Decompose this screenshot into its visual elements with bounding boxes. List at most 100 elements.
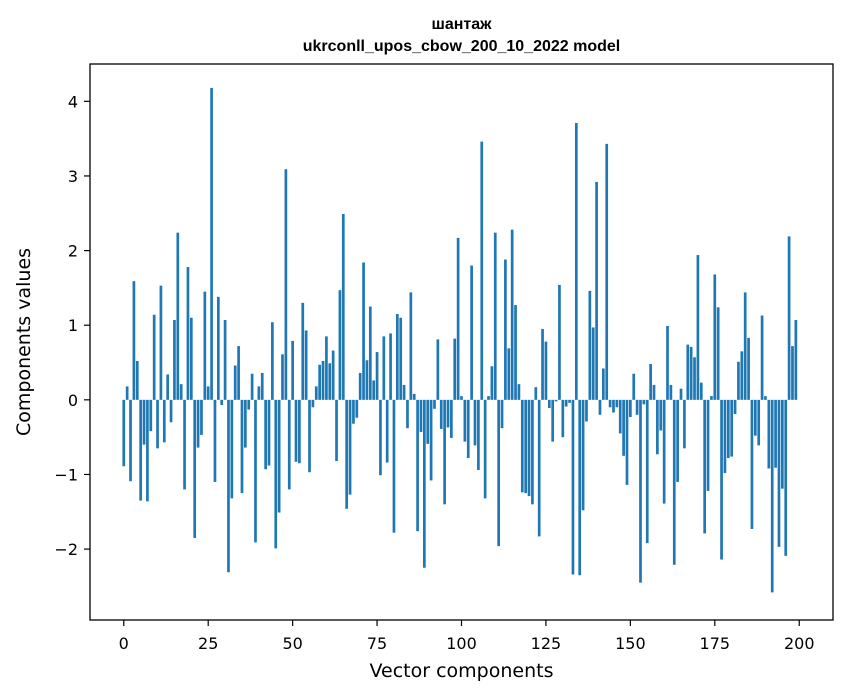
- bar: [341, 214, 345, 400]
- bar: [450, 399, 453, 438]
- bar: [659, 399, 663, 431]
- bar: [379, 399, 382, 476]
- bar: [639, 399, 642, 583]
- y-tick-label: −2: [54, 540, 78, 559]
- bar: [487, 396, 490, 400]
- bar: [750, 399, 754, 529]
- bar: [713, 274, 717, 400]
- bar: [679, 388, 683, 400]
- bar: [298, 399, 301, 464]
- bar: [568, 399, 571, 403]
- bar: [179, 384, 183, 400]
- bar: [757, 399, 761, 446]
- bar: [196, 399, 200, 448]
- bar: [777, 399, 781, 547]
- bar: [774, 399, 777, 468]
- bar: [294, 399, 298, 462]
- bar: [233, 365, 237, 400]
- bar: [250, 373, 254, 400]
- bar: [156, 399, 159, 449]
- bar: [720, 399, 723, 560]
- bar: [601, 368, 605, 400]
- bar: [608, 399, 612, 408]
- bar: [392, 399, 396, 533]
- bar: [595, 181, 598, 400]
- bar: [169, 399, 173, 423]
- bar: [385, 399, 389, 463]
- bar: [527, 399, 531, 497]
- bar: [362, 262, 365, 400]
- bar: [629, 399, 632, 418]
- bar: [740, 351, 744, 400]
- bar: [733, 399, 737, 415]
- bar: [328, 363, 332, 400]
- bar: [662, 399, 666, 504]
- bar: [598, 399, 602, 415]
- bar: [301, 302, 305, 400]
- chart-subtitle: ukrconll_upos_cbow_200_10_2022 model: [303, 38, 620, 55]
- bar: [561, 399, 565, 438]
- bar: [544, 341, 548, 400]
- y-tick-label: 2: [68, 242, 78, 261]
- bar: [213, 399, 217, 482]
- bar: [443, 399, 446, 505]
- bar: [743, 292, 747, 400]
- bar: [321, 361, 325, 400]
- bars-group: [122, 87, 798, 593]
- bar: [358, 372, 362, 400]
- bar: [784, 399, 788, 556]
- chart-title: шантаж: [432, 16, 493, 33]
- y-tick-label: 4: [68, 92, 78, 111]
- bar: [237, 346, 240, 400]
- bar: [649, 364, 652, 400]
- bar: [622, 399, 625, 456]
- bar: [318, 364, 321, 400]
- bar: [723, 399, 727, 473]
- bar: [497, 399, 500, 547]
- bar: [588, 290, 592, 400]
- y-tick-label: 3: [68, 167, 78, 186]
- bar: [409, 292, 413, 400]
- bar: [267, 399, 271, 466]
- bar: [514, 305, 517, 400]
- bar: [402, 384, 406, 400]
- bar: [737, 361, 740, 400]
- bar: [382, 336, 386, 400]
- bar: [652, 384, 656, 400]
- bar: [466, 399, 470, 459]
- bar: [183, 399, 186, 490]
- bar: [693, 357, 696, 400]
- bar: [747, 337, 750, 400]
- x-tick-label: 150: [615, 634, 646, 653]
- bar: [271, 322, 274, 400]
- bar: [666, 325, 669, 400]
- bar: [244, 399, 247, 448]
- x-axis-ticks: 0 25 50 75 100 125 150 175 200: [119, 620, 815, 653]
- bar: [764, 396, 767, 400]
- bar: [578, 399, 582, 576]
- bar: [753, 399, 757, 436]
- bar: [277, 399, 281, 513]
- bar: [710, 396, 713, 400]
- bar: [146, 399, 149, 502]
- bar: [159, 285, 163, 400]
- x-axis-label: Vector components: [370, 660, 554, 682]
- bar: [436, 339, 440, 400]
- bar: [220, 399, 224, 406]
- bar: [656, 399, 659, 455]
- bar: [348, 399, 352, 495]
- bar: [325, 336, 328, 400]
- bar: [480, 141, 484, 400]
- bar: [399, 317, 403, 400]
- y-tick-label: 1: [68, 316, 78, 335]
- bar: [240, 399, 244, 494]
- bar: [689, 346, 693, 400]
- bar: [345, 399, 349, 509]
- bar: [260, 372, 264, 400]
- bar: [787, 236, 791, 400]
- bar: [473, 399, 477, 446]
- y-tick-label: 0: [68, 391, 78, 410]
- bar: [780, 399, 784, 489]
- bar: [125, 386, 129, 400]
- bar: [433, 399, 436, 409]
